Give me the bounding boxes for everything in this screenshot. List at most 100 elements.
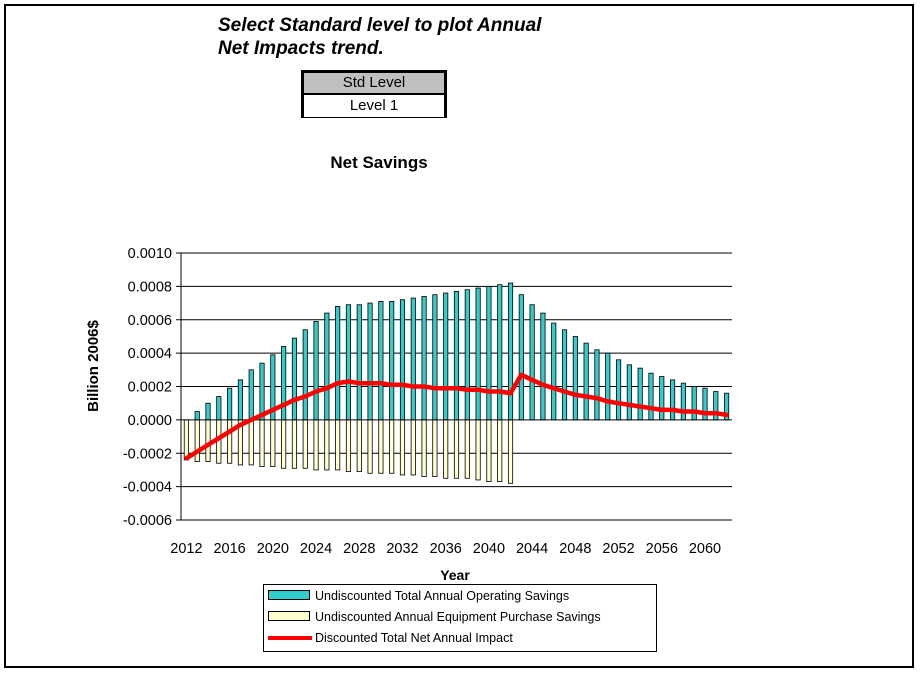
operating-savings-bar [378,300,384,421]
y-tick-label: 0.0002 [128,380,172,396]
legend-swatch-operating [268,590,310,600]
x-axis-label: Year [440,567,470,583]
operating-savings-bar [399,299,406,421]
operating-savings-bar [248,369,254,421]
equipment-savings-bar [183,419,189,461]
operating-savings-bar [691,386,697,421]
chart-title: Net Savings [330,153,427,172]
operating-savings-bar [507,282,514,421]
operating-savings-bar [486,285,492,421]
operating-savings-bar [281,346,287,421]
operating-savings-bar [605,352,611,421]
equipment-savings-bar [313,419,319,471]
equipment-savings-bar [281,419,287,469]
y-tick-label: 0.0010 [128,246,172,262]
operating-savings-bar [464,289,470,421]
x-tick-label: 2016 [213,541,245,557]
operating-savings-bar [497,284,503,421]
operating-savings-bar [216,396,222,421]
x-tick-label: 2048 [559,541,591,557]
operating-savings-bar [356,304,362,421]
std-level-select[interactable]: Level 1 [304,95,444,117]
operating-savings-bar [302,329,308,421]
x-tick-label: 2060 [689,541,721,557]
operating-savings-bar [572,336,578,421]
operating-savings-bar [421,295,427,421]
operating-savings-bar [335,305,341,421]
legend-label-net: Discounted Total Net Annual Impact [315,631,513,645]
operating-savings-bar [648,372,654,421]
operating-savings-bar [475,287,481,421]
operating-savings-bar [410,297,416,421]
instructions-line-1: Select Standard level to plot Annual [218,15,542,36]
operating-savings-bar [194,411,200,421]
operating-savings-bar [540,312,546,421]
operating-savings-bar [324,312,330,421]
equipment-savings-bar [399,419,406,476]
operating-savings-bar [205,402,211,421]
operating-savings-bar [626,364,632,421]
equipment-savings-bar [248,419,254,466]
std-level-box: Std Level Level 1 [301,70,447,118]
instructions-line-2: Net Impacts trend. [218,38,384,59]
equipment-savings-bar [270,419,276,467]
x-tick-label: 2028 [343,541,375,557]
equipment-savings-bar [389,419,395,474]
x-tick-label: 2012 [170,541,202,557]
y-axis-label: Billion 2006$ [85,319,102,411]
net-impact-line [184,372,729,461]
equipment-savings-bar [227,419,233,464]
operating-savings-bar [561,329,568,421]
operating-savings-bar [518,294,524,421]
y-tick-label: 0.0000 [128,413,172,429]
equipment-savings-bar [367,419,373,474]
equipment-savings-bar [507,419,514,484]
equipment-savings-bar [291,419,298,469]
legend-label-equipment: Undiscounted Annual Equipment Purchase S… [315,610,601,624]
operating-savings-bar [615,359,622,421]
operating-savings-bar [313,321,319,421]
equipment-savings-bar [475,419,481,481]
x-tick-label: 2044 [516,541,548,557]
x-tick-label: 2024 [300,541,332,557]
operating-savings-bar [291,337,298,421]
y-tick-label: 0.0006 [128,313,172,329]
equipment-savings-bar [432,419,438,478]
y-tick-label: -0.0006 [123,513,172,529]
x-tick-label: 2056 [646,541,678,557]
equipment-savings-bar [486,419,492,483]
operating-savings-bar [227,387,233,421]
y-tick-label: -0.0002 [123,446,172,462]
legend-label-operating: Undiscounted Total Annual Operating Savi… [315,589,570,603]
operating-savings-bar [367,302,373,421]
y-tick-label: -0.0004 [123,480,172,496]
equipment-savings-bar [335,419,341,471]
legend-swatch-equipment [268,611,310,621]
equipment-savings-bar [443,419,449,479]
x-tick-label: 2052 [602,541,634,557]
operating-savings-bar [594,349,600,421]
equipment-savings-bar [453,419,460,479]
operating-savings-bar [659,376,665,421]
operating-savings-bar [237,379,243,421]
equipment-savings-bar [421,419,427,478]
x-tick-label: 2020 [257,541,289,557]
operating-savings-bar [583,342,589,421]
x-tick-label: 2032 [386,541,418,557]
operating-savings-bar [453,290,460,421]
operating-savings-bar [670,379,676,421]
operating-savings-bar [680,382,686,421]
chart-legend: Undiscounted Total Annual Operating Savi… [263,584,657,652]
x-tick-label: 2036 [430,541,462,557]
y-tick-label: 0.0008 [128,279,172,295]
operating-savings-bar [345,304,352,421]
legend-swatch-net [268,636,312,640]
equipment-savings-bar [302,419,308,469]
equipment-savings-bar [497,419,503,483]
operating-savings-bar [389,300,395,421]
equipment-savings-bar [410,419,416,476]
x-tick-label: 2040 [473,541,505,557]
operating-savings-bar [529,304,535,421]
operating-savings-bar [432,294,438,421]
